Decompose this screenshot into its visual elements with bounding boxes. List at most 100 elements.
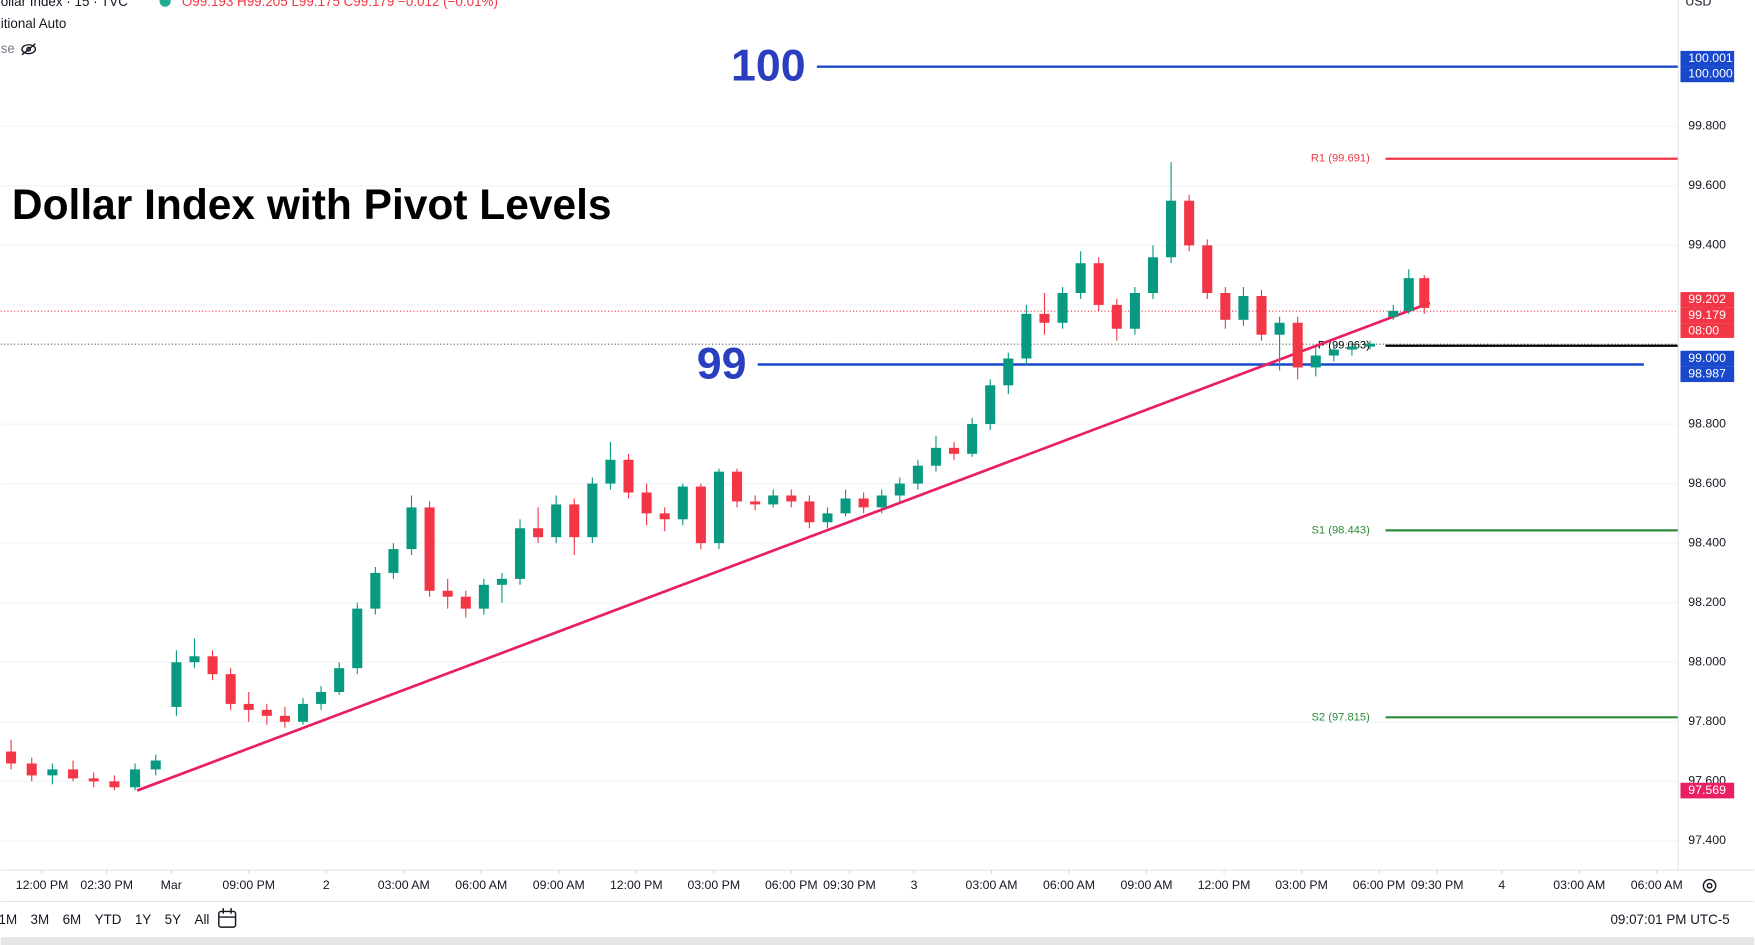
range-button[interactable]: All bbox=[195, 912, 210, 927]
x-tick-label: 06:00 PM bbox=[1353, 878, 1406, 892]
x-tick-label: 03:00 PM bbox=[687, 878, 740, 892]
price-badge bbox=[1680, 366, 1735, 383]
candle-body bbox=[150, 760, 161, 770]
round-level-label: 100 bbox=[731, 42, 806, 91]
countdown-badge bbox=[1680, 323, 1735, 338]
y-tick-label: 98.800 bbox=[1688, 416, 1726, 430]
x-tick-label: 09:00 AM bbox=[1121, 878, 1173, 892]
candle-body bbox=[47, 769, 58, 776]
candle-body bbox=[189, 656, 200, 663]
candle-body bbox=[930, 447, 942, 466]
chart-title: Dollar Index with Pivot Levels bbox=[12, 182, 612, 229]
candle-body bbox=[109, 781, 120, 788]
y-tick-label: 98.400 bbox=[1688, 535, 1726, 549]
range-button[interactable]: 3M bbox=[31, 912, 50, 927]
candle-body bbox=[1328, 349, 1339, 356]
candle-body bbox=[171, 662, 182, 707]
candle-body bbox=[533, 528, 544, 538]
price-badge-label: 100.000 bbox=[1688, 67, 1733, 81]
candle-body bbox=[1256, 295, 1267, 335]
price-badge bbox=[1680, 350, 1735, 367]
range-button[interactable]: 1M bbox=[0, 912, 17, 927]
price-badge-label: 99.000 bbox=[1688, 351, 1726, 365]
symbol-label: ollar Index · 15 · TVC bbox=[1, 0, 128, 9]
candle-body bbox=[514, 528, 526, 579]
y-tick-label: 98.000 bbox=[1688, 654, 1726, 668]
candle-body bbox=[605, 459, 616, 484]
candle-body bbox=[442, 590, 453, 597]
x-tick-label: 06:00 AM bbox=[455, 878, 507, 892]
candle-body bbox=[1202, 245, 1213, 294]
candle-body bbox=[496, 578, 507, 585]
round-level-label: 99 bbox=[697, 340, 747, 389]
candle-body bbox=[587, 483, 598, 538]
range-button[interactable]: 6M bbox=[63, 912, 82, 927]
x-tick-label: 03:00 AM bbox=[966, 878, 1018, 892]
scale-mode: itional Auto bbox=[1, 16, 67, 31]
x-tick-label: 02:30 PM bbox=[80, 878, 133, 892]
candle-body bbox=[1093, 263, 1104, 305]
range-button[interactable]: 5Y bbox=[165, 912, 181, 927]
pivot-label: S1 (98.443) bbox=[1311, 524, 1370, 536]
calendar-icon[interactable] bbox=[218, 908, 237, 928]
candle-body bbox=[949, 447, 960, 454]
bottom-strip bbox=[0, 937, 1755, 945]
candle-body bbox=[1292, 322, 1303, 368]
x-tick-label: 4 bbox=[1498, 878, 1505, 892]
x-tick-label: 09:30 PM bbox=[823, 878, 876, 892]
candle-body bbox=[388, 549, 399, 573]
price-badge bbox=[1680, 66, 1735, 83]
y-tick-label: 98.600 bbox=[1688, 476, 1726, 490]
candle-body bbox=[750, 501, 761, 505]
candle-body bbox=[1403, 278, 1414, 311]
range-button[interactable]: YTD bbox=[95, 912, 122, 927]
x-tick-label: 2 bbox=[323, 878, 330, 892]
candle-body bbox=[732, 471, 743, 502]
candle-body bbox=[894, 483, 905, 496]
x-tick-label: 09:00 PM bbox=[222, 878, 275, 892]
candle-body bbox=[261, 709, 272, 716]
countdown-label: 08:00 bbox=[1688, 323, 1719, 337]
x-tick-label: 09:30 PM bbox=[1411, 878, 1464, 892]
status-dot bbox=[159, 0, 171, 7]
currency-label: USD bbox=[1685, 0, 1711, 8]
clock: 09:07:01 PM UTC-5 bbox=[1610, 912, 1729, 927]
x-tick-label: 12:00 PM bbox=[610, 878, 663, 892]
candle-body bbox=[822, 513, 833, 523]
candle-body bbox=[1057, 293, 1068, 323]
candle-body bbox=[297, 703, 309, 722]
candle-body bbox=[1364, 343, 1376, 347]
candle-body bbox=[786, 495, 797, 502]
pivot-label: R1 (99.691) bbox=[1311, 153, 1370, 165]
candle-body bbox=[569, 504, 580, 538]
price-badge bbox=[1680, 292, 1735, 308]
candle-body bbox=[424, 507, 435, 591]
eye-off-icon[interactable] bbox=[21, 43, 37, 56]
range-button[interactable]: 1Y bbox=[135, 912, 151, 927]
candle-body bbox=[1220, 293, 1231, 320]
candle-body bbox=[659, 513, 670, 520]
x-tick-label: 03:00 AM bbox=[1553, 878, 1605, 892]
x-tick-label: Mar bbox=[161, 878, 182, 892]
range-buttons: 1M 3M 6M YTD 1Y 5Y All bbox=[0, 912, 209, 927]
candle-body bbox=[1111, 304, 1122, 329]
candle-body bbox=[1184, 200, 1195, 246]
candle-body bbox=[316, 692, 327, 704]
candle-body bbox=[68, 769, 79, 779]
settings-icon[interactable] bbox=[1702, 878, 1717, 893]
candle-body bbox=[912, 465, 923, 484]
candle-body bbox=[623, 459, 634, 493]
candle-body bbox=[1129, 293, 1140, 329]
price-badge-label: 97.569 bbox=[1688, 783, 1726, 797]
candle-body bbox=[551, 504, 562, 538]
price-badge bbox=[1680, 307, 1735, 324]
candle-body bbox=[1388, 310, 1399, 317]
price-badge bbox=[1680, 782, 1735, 799]
plot-area: 100 99 R1 (99.691) P (99.063) S1 (98.443) S2 … bbox=[0, 42, 1679, 842]
candle-body bbox=[876, 495, 887, 508]
x-tick-label: 06:00 PM bbox=[765, 878, 818, 892]
candle-body bbox=[1039, 313, 1050, 323]
candle-body bbox=[1003, 358, 1014, 386]
candle-body bbox=[1238, 295, 1249, 320]
